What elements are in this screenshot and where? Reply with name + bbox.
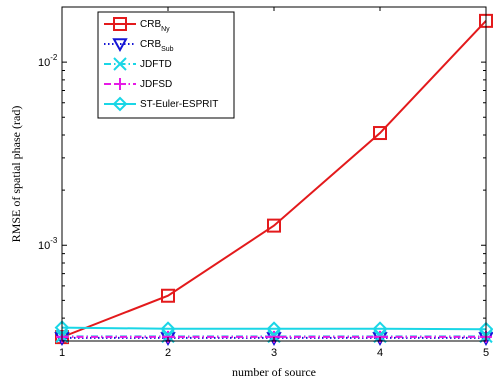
- marker-square: [373, 126, 387, 141]
- x-tick-label: 4: [377, 347, 383, 359]
- y-tick-label: 10-2: [38, 53, 58, 69]
- legend-item: ST-Euler-ESPRIT: [104, 96, 218, 112]
- legend-label: JDFTD: [140, 59, 172, 70]
- legend-item: JDFTD: [104, 57, 172, 71]
- legend-label: ST-Euler-ESPRIT: [140, 99, 218, 110]
- y-tick-label: 10-3: [38, 236, 58, 252]
- marker-plus: [114, 78, 126, 90]
- marker-square: [113, 17, 127, 31]
- series-line: [61, 20, 487, 339]
- marker-square: [267, 218, 281, 233]
- marker-triangle-down: [112, 38, 128, 53]
- x-tick-label: 1: [59, 347, 65, 359]
- x-tick-label: 5: [483, 347, 489, 359]
- legend-label: JDFSD: [140, 79, 172, 90]
- marker-diamond: [160, 321, 176, 337]
- marker-diamond: [372, 321, 388, 337]
- x-tick-label: 2: [165, 347, 171, 359]
- x-tick-label: 3: [271, 347, 277, 359]
- x-axis-title: number of source: [232, 365, 316, 379]
- marker-diamond: [112, 96, 128, 112]
- y-axis-title: RMSE of spatial phase (rad): [9, 106, 23, 243]
- series-line: [61, 326, 487, 331]
- legend-item: JDFSD: [104, 78, 172, 90]
- marker-square: [161, 288, 175, 303]
- marker-diamond: [266, 321, 282, 337]
- marker-x: [113, 57, 127, 71]
